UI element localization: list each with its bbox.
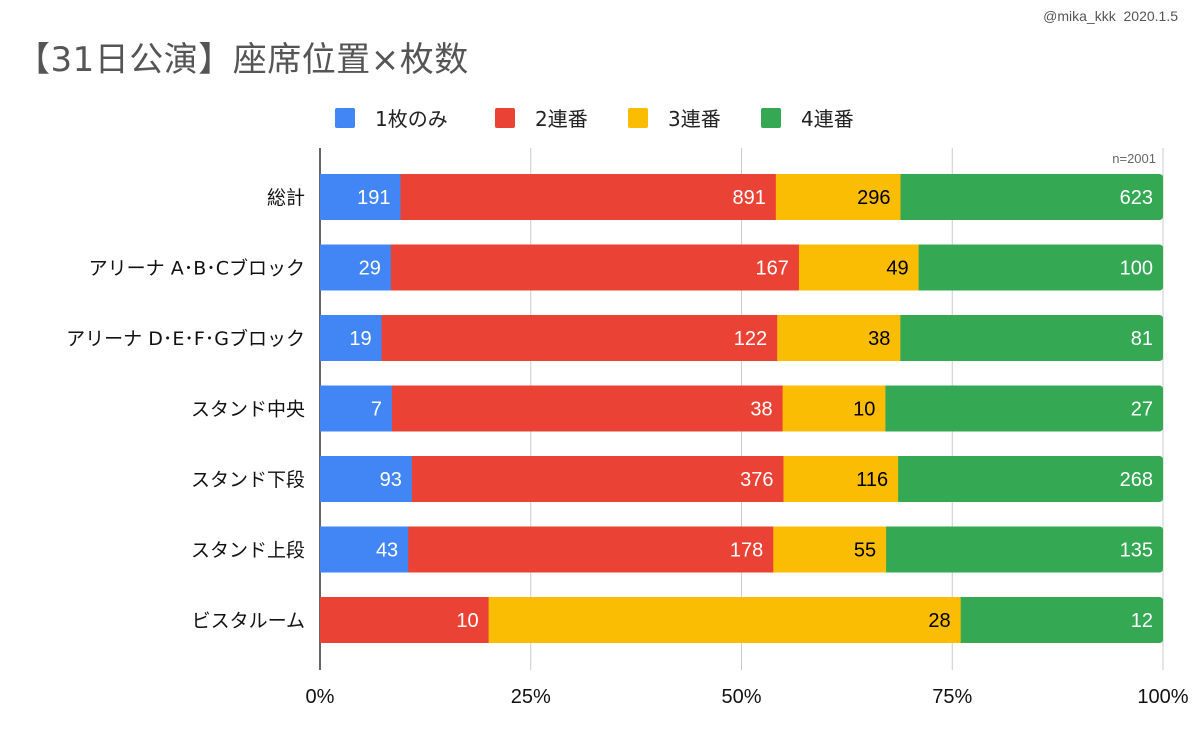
value-label: 7 xyxy=(371,399,382,421)
bar-segment xyxy=(783,456,899,502)
bar-segment xyxy=(408,526,774,573)
sample-size-note: n=2001 xyxy=(1112,151,1156,166)
value-label: 135 xyxy=(1120,540,1153,562)
bar-segment xyxy=(381,315,778,361)
value-label: 49 xyxy=(886,258,908,280)
value-label: 891 xyxy=(732,187,765,209)
value-label: 38 xyxy=(868,328,890,350)
bar-segment xyxy=(898,456,1163,502)
legend-label: 3連番 xyxy=(668,107,721,131)
legend-swatch xyxy=(495,108,515,128)
bar-segment xyxy=(320,597,490,643)
value-label: 12 xyxy=(1131,610,1153,632)
legend-swatch xyxy=(335,108,355,128)
bar-segment xyxy=(773,526,887,573)
bar-segment xyxy=(900,174,1163,220)
bar-segment xyxy=(390,244,800,291)
category-label: スタンド下段 xyxy=(191,469,305,491)
category-label: ビスタルーム xyxy=(192,610,305,632)
value-label: 116 xyxy=(856,469,888,491)
legend-swatch xyxy=(628,108,648,128)
value-label: 268 xyxy=(1120,469,1153,491)
x-tick-label: 100% xyxy=(1137,686,1188,708)
bar-segment xyxy=(777,315,901,361)
bar-segment xyxy=(320,526,409,573)
legend-swatch xyxy=(761,108,781,128)
value-label: 191 xyxy=(357,187,390,209)
value-label: 19 xyxy=(349,328,371,350)
bar-segment xyxy=(320,456,413,502)
value-label: 623 xyxy=(1120,187,1153,209)
value-label: 122 xyxy=(734,328,767,350)
legend-label: 1枚のみ xyxy=(375,107,448,131)
bar-segment xyxy=(411,456,785,502)
x-tick-labels: 0% 25% 50% 75% 100% xyxy=(306,686,1189,708)
value-label: 10 xyxy=(456,610,478,632)
value-label: 38 xyxy=(750,399,772,421)
category-label: スタンド上段 xyxy=(191,540,305,562)
bar-segment xyxy=(886,526,1163,573)
value-label: 376 xyxy=(740,469,773,491)
value-label: 29 xyxy=(359,258,381,280)
value-labels: 191 891 296 623 29 167 49 100 19 122 38 81 7 38 10 27 93… xyxy=(349,187,1153,632)
category-label: アリーナ A･B･Cブロック xyxy=(89,257,305,280)
category-label: スタンド中央 xyxy=(191,399,305,421)
value-label: 167 xyxy=(756,258,789,280)
x-tick-label: 0% xyxy=(306,686,335,708)
x-tick-label: 50% xyxy=(721,686,761,708)
chart-title: 【31日公演】座席位置×枚数 xyxy=(16,40,469,80)
credit-text: @mika_kkk 2020.1.5 xyxy=(1043,8,1178,24)
category-label: アリーナ D･E･F･Gブロック xyxy=(66,327,305,350)
value-label: 27 xyxy=(1131,399,1153,421)
bar-segment xyxy=(798,244,920,291)
value-label: 55 xyxy=(854,540,876,562)
legend-label: 2連番 xyxy=(535,107,588,131)
value-label: 81 xyxy=(1131,328,1153,350)
bar-segment xyxy=(320,244,392,291)
bar-segment xyxy=(400,174,777,220)
bar-segment xyxy=(775,174,902,220)
value-label: 93 xyxy=(380,469,402,491)
bar-segment xyxy=(488,597,962,643)
bar-segment xyxy=(900,315,1163,361)
bar-segment xyxy=(885,385,1163,432)
bar-segment xyxy=(960,597,1163,643)
bars xyxy=(320,174,1163,643)
x-tick-label: 75% xyxy=(932,686,972,708)
value-label: 178 xyxy=(730,540,763,562)
bar-segment xyxy=(918,244,1163,291)
value-label: 43 xyxy=(376,540,398,562)
value-label: 28 xyxy=(928,610,950,632)
value-label: 100 xyxy=(1120,258,1153,280)
value-label: 10 xyxy=(853,399,875,421)
bar-segment xyxy=(782,385,886,432)
x-tick-label: 25% xyxy=(511,686,551,708)
bar-segment xyxy=(320,315,383,361)
bar-segment xyxy=(320,174,401,220)
value-label: 296 xyxy=(857,187,890,209)
legend: 1枚のみ 2連番 3連番 4連番 xyxy=(335,107,854,131)
legend-label: 4連番 xyxy=(801,107,854,131)
category-label: 総計 xyxy=(267,187,305,209)
bar-segment xyxy=(320,385,393,432)
bar-segment xyxy=(391,385,784,432)
